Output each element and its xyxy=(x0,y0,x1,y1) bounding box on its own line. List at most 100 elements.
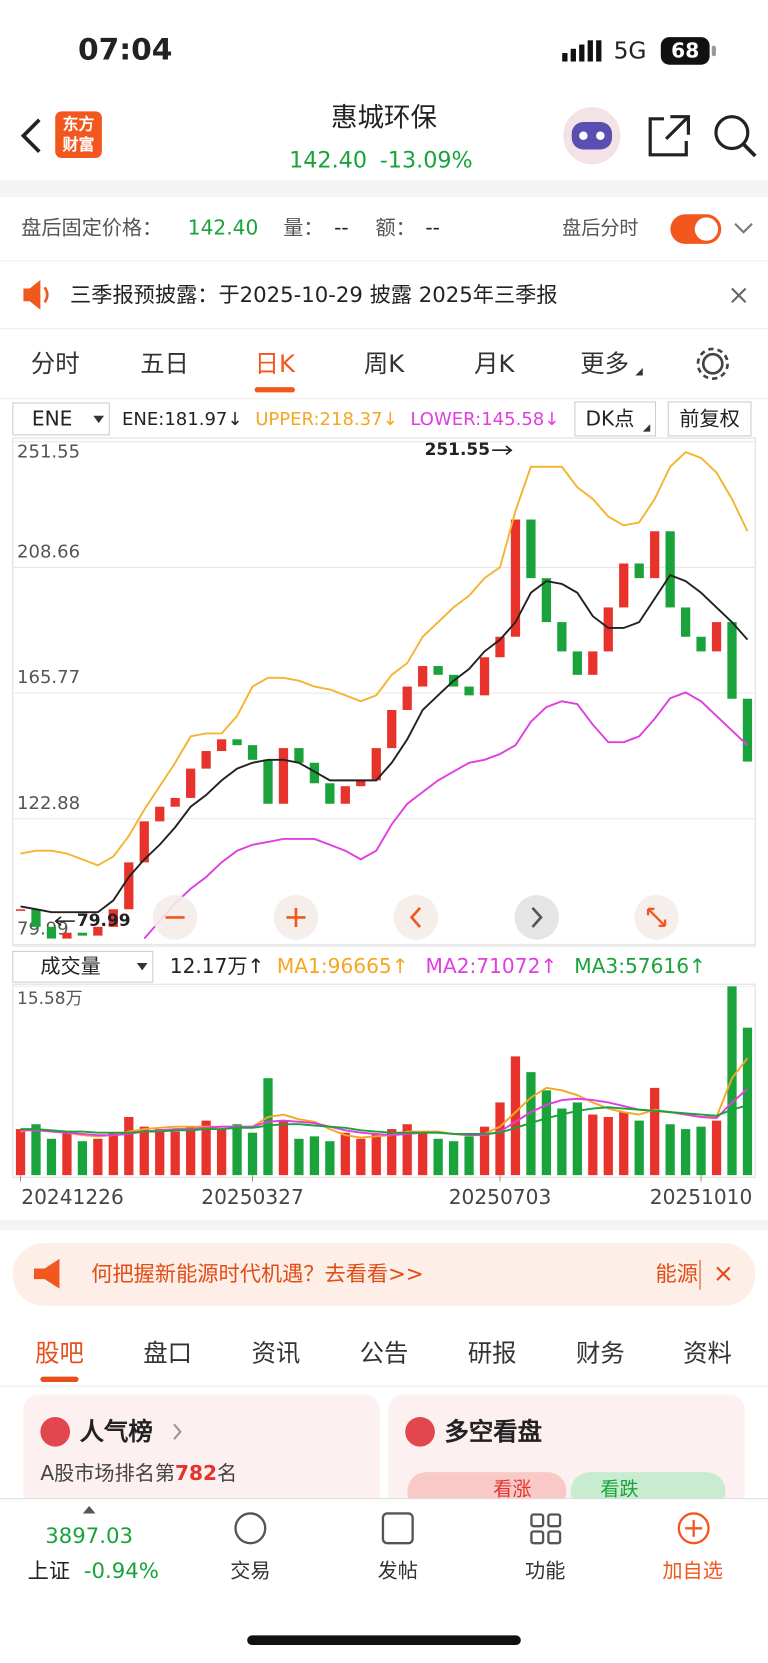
avatar-eye xyxy=(579,131,588,140)
stock-name: 惠城环保 xyxy=(331,102,437,133)
volume-chart: 15.58万 20241226 20250327 20250703 20251010 xyxy=(12,985,756,1209)
avatar-face xyxy=(571,121,613,150)
app-logo[interactable] xyxy=(55,111,102,159)
dk-label: DK点 xyxy=(585,406,634,430)
y-tick-label: 208.66 xyxy=(17,542,80,563)
ad-banner[interactable] xyxy=(12,1243,756,1306)
content-tab[interactable]: 公告 xyxy=(360,1338,409,1367)
dk-button[interactable] xyxy=(574,401,657,437)
nav-item[interactable]: 加自选 xyxy=(662,1558,722,1582)
tab-underline xyxy=(254,387,295,393)
logo-text: 东方 xyxy=(63,115,95,134)
after-hours-label: 盘后固定价格： xyxy=(21,216,162,240)
content-tab[interactable]: 财务 xyxy=(576,1338,625,1367)
toggle-knob xyxy=(694,217,719,241)
volume-bar xyxy=(387,1129,397,1176)
volume-bar xyxy=(634,1120,644,1176)
content-tab[interactable]: 研报 xyxy=(468,1338,517,1367)
volume-bar xyxy=(46,1138,57,1176)
divider xyxy=(0,1219,768,1231)
volume-ma-value: MA2:71072↑ xyxy=(426,954,558,978)
x-tick-label: 20241226 xyxy=(21,1185,124,1209)
after-hours-amount: -- xyxy=(425,216,440,240)
expand-arrow[interactable] xyxy=(734,223,753,234)
y-tick-label: 251.55 xyxy=(17,441,80,462)
candle xyxy=(93,926,103,936)
candle xyxy=(294,748,304,763)
scroll-left-button[interactable] xyxy=(393,895,439,940)
volume-bar xyxy=(572,1102,582,1176)
back-button[interactable] xyxy=(20,118,41,153)
period-tab[interactable]: 分时 xyxy=(31,349,80,378)
period-tab[interactable]: 周K xyxy=(364,349,405,378)
ad-close[interactable] xyxy=(716,1266,731,1281)
indicator-value: ENE:181.97↓ xyxy=(122,409,242,430)
content-tab[interactable]: 资料 xyxy=(683,1338,732,1367)
index-value[interactable]: 3897.03 xyxy=(45,1524,133,1549)
volume-bar xyxy=(93,1138,103,1176)
volume-bar xyxy=(479,1126,490,1176)
candle xyxy=(247,745,258,760)
period-tab[interactable]: 五日 xyxy=(140,349,189,378)
index-name[interactable]: 上证 xyxy=(28,1559,70,1584)
adjust-button[interactable] xyxy=(667,401,752,437)
icon xyxy=(646,907,667,928)
candle xyxy=(541,578,552,623)
candle xyxy=(340,786,350,804)
settings-button[interactable] xyxy=(701,352,724,375)
volume-bar xyxy=(510,1056,521,1176)
search-button[interactable] xyxy=(714,115,750,151)
nav-item[interactable]: 功能 xyxy=(525,1558,565,1582)
candle xyxy=(232,739,242,746)
share-button[interactable] xyxy=(648,115,690,157)
rank-card[interactable] xyxy=(23,1394,380,1512)
notice-text[interactable]: 三季报预披露：于2025-10-29 披露 2025年三季报 xyxy=(70,283,558,308)
after-hours-volume-label: 量： xyxy=(283,216,323,240)
candle xyxy=(433,666,443,675)
content-tab[interactable]: 股吧 xyxy=(35,1338,84,1367)
notice-close[interactable] xyxy=(731,287,747,304)
volume-ma-value: MA1:96665↑ xyxy=(277,954,409,978)
icon xyxy=(409,906,422,928)
candle xyxy=(263,759,273,804)
candle xyxy=(727,622,737,699)
scroll-right-button[interactable] xyxy=(514,895,559,940)
avatar-eye xyxy=(596,131,605,140)
volume-bar xyxy=(77,1141,88,1176)
volume-bar xyxy=(418,1131,428,1176)
index-arrow xyxy=(82,1506,96,1514)
sentiment-icon xyxy=(405,1416,435,1447)
signal-icon xyxy=(562,40,602,62)
indicator-select[interactable] xyxy=(12,402,110,436)
chart-controls xyxy=(152,895,679,940)
line-series xyxy=(20,1104,748,1135)
content-tab[interactable]: 盘口 xyxy=(143,1338,192,1367)
volume-select[interactable] xyxy=(12,950,154,983)
low-label: 79.99 xyxy=(77,910,131,930)
volume-bar xyxy=(356,1138,366,1176)
high-arrow xyxy=(492,445,513,456)
indicator-legend: ENE:181.97↓ UPPER:218.37↓ LOWER:145.58↓ xyxy=(122,409,559,430)
battery xyxy=(660,37,710,65)
candle xyxy=(680,607,691,637)
period-tab[interactable]: 日K xyxy=(255,349,296,378)
more-arrow xyxy=(635,368,643,376)
volume-bar xyxy=(31,1124,41,1176)
volume-current: 12.17万↑ xyxy=(170,954,265,978)
volume-bar xyxy=(603,1116,613,1176)
nav-item[interactable]: 发帖 xyxy=(378,1558,418,1582)
index-change[interactable]: -0.94% xyxy=(84,1559,159,1584)
period-tab[interactable]: 更多 xyxy=(580,349,629,378)
rank-prefix: A股市场排名第 xyxy=(40,1461,175,1485)
ad-text-tail: 能源 xyxy=(656,1262,698,1287)
icon xyxy=(286,907,306,927)
nav-item[interactable]: 交易 xyxy=(230,1558,270,1582)
candle xyxy=(665,531,675,608)
volume-bar xyxy=(294,1138,304,1176)
func-icon xyxy=(547,1530,562,1545)
period-tab[interactable]: 月K xyxy=(474,349,515,378)
candle xyxy=(356,780,366,787)
rank-suffix: 名 xyxy=(217,1461,237,1485)
content-tab[interactable]: 资讯 xyxy=(251,1338,300,1367)
candle xyxy=(603,607,613,652)
